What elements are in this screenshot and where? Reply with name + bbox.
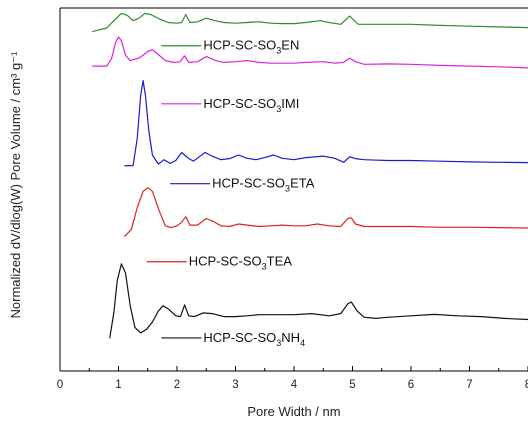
x-tick-label-7: 7 [466,379,472,391]
legend-entry-2: HCP-SC-SO3ETA [170,176,315,194]
x-tick-label-8: 8 [525,379,528,391]
axes: 0 1 2 3 4 5 6 7 8 [57,7,528,391]
x-tick-label-0: 0 [57,379,63,391]
x-tick-label-5: 5 [349,379,355,391]
legend-label-3: HCP-SC-SO3TEA [189,254,293,272]
legend-label-0: HCP-SC-SO3EN [203,38,299,56]
legend-entry-3: HCP-SC-SO3TEA [146,254,293,272]
series-line-4 [109,263,528,339]
x-tick-label-6: 6 [408,379,414,391]
series-line-0 [92,12,528,33]
x-tick-label-3: 3 [232,379,238,391]
x-tick-label-4: 4 [291,379,298,391]
series-layer [92,12,528,339]
y-axis-title: Normalized dV/dlog(W) Pore Volume / cm³ … [8,51,23,319]
legend-entry-1: HCP-SC-SO3IMI [161,96,299,114]
legend-entry-4: HCP-SC-SO3NH4 [161,330,305,348]
legend-labels: HCP-SC-SO3EN HCP-SC-SO3IMI HCP-SC-SO3ETA HC… [146,38,315,348]
legend-label-1: HCP-SC-SO3IMI [203,96,299,114]
x-axis-title: Pore Width / nm [247,404,340,419]
x-tick-label-2: 2 [174,379,180,391]
legend-label-2: HCP-SC-SO3ETA [212,176,315,194]
series-line-1 [92,36,528,69]
legend-entry-0: HCP-SC-SO3EN [161,38,299,56]
series-line-2 [124,80,528,167]
series-line-3 [123,187,528,238]
x-tick-label-1: 1 [115,379,121,391]
legend-label-4: HCP-SC-SO3NH4 [203,330,305,348]
